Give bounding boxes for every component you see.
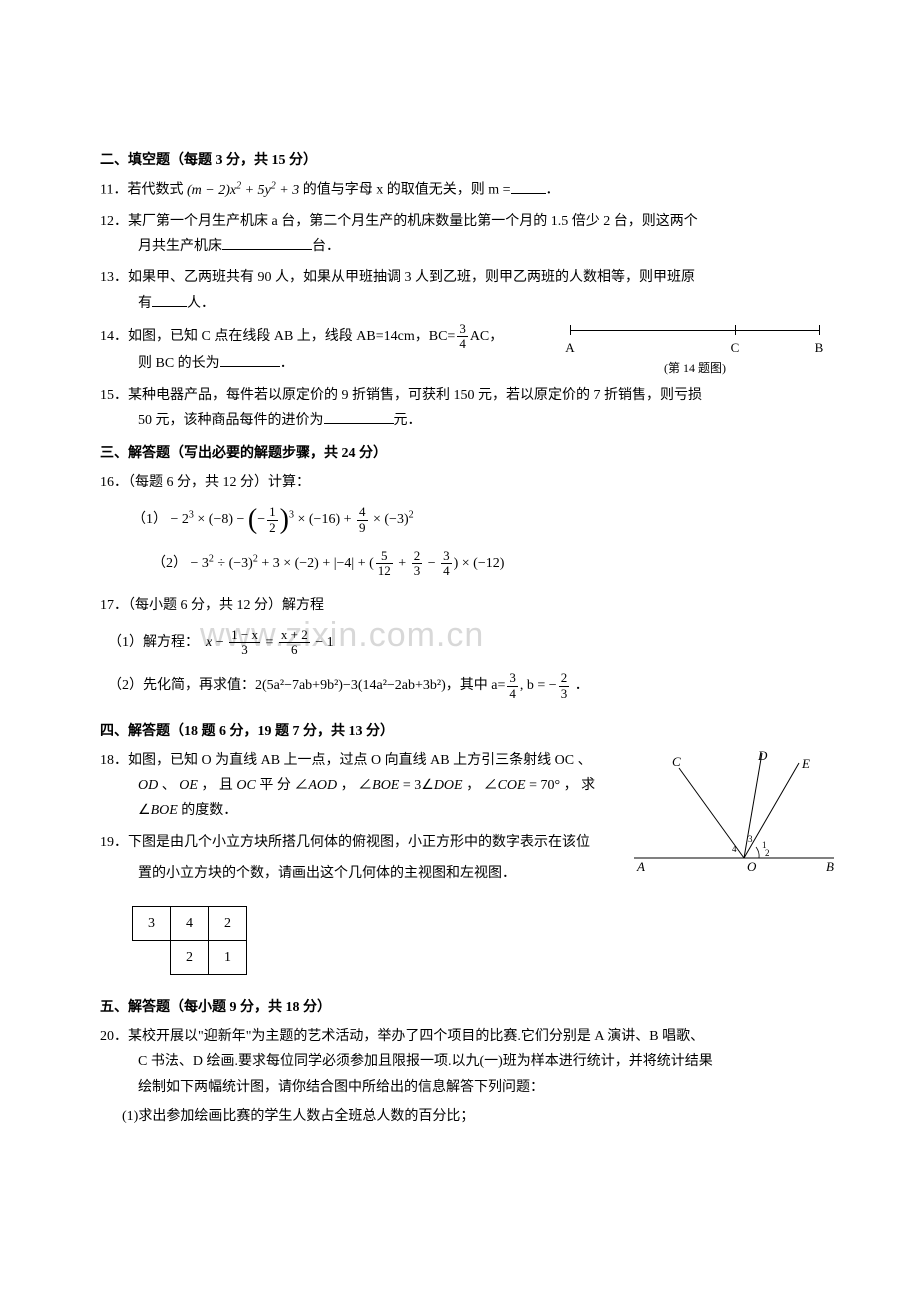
q14-line2a: 则 BC 的长为 xyxy=(138,356,220,371)
q18: 18．如图，已知 O 为直线 AB 上一点，过点 O 向直线 AB 上方引三条射… xyxy=(100,748,820,824)
q19-line1: 下图是由几个小立方块所搭几何体的俯视图，小正方形中的数字表示在该位 xyxy=(128,835,590,850)
q11-num: 11． xyxy=(100,183,127,198)
q19-num: 19． xyxy=(100,835,128,850)
q15-line2a: 50 元，该种商品每件的进价为 xyxy=(138,413,324,428)
q17-part1: （1）解方程： x − 1 − x3 = x + 26 − 1 xyxy=(100,628,820,658)
section3-title: 三、解答题（写出必要的解题步骤，共 24 分） xyxy=(100,441,820,466)
svg-text:D: D xyxy=(757,748,768,763)
q14-num: 14． xyxy=(100,329,128,344)
q19: 19．下图是由几个小立方块所搭几何体的俯视图，小正方形中的数字表示在该位 置的小… xyxy=(100,830,820,975)
table-cell: 2 xyxy=(209,907,247,941)
q20-num: 20． xyxy=(100,1029,128,1044)
q18-num: 18． xyxy=(100,753,128,768)
q16-num: 16． xyxy=(100,475,128,490)
q20-line1: 某校开展以"迎新年"为主题的艺术活动，举办了四个项目的比赛.它们分别是 A 演讲… xyxy=(128,1029,704,1044)
q12-line2: 月共生产机床 xyxy=(138,239,222,254)
q16-part2: （2） − 32 ÷ (−3)2 + 3 × (−2) + |−4| + (51… xyxy=(100,549,820,579)
q17-header: （每小题 6 分，共 12 分）解方程 xyxy=(128,598,324,613)
q17-num: 17． xyxy=(100,598,128,613)
q12-num: 12． xyxy=(100,214,128,229)
q20-sub1: (1)求出参加绘画比赛的学生人数占全班总人数的百分比； xyxy=(122,1109,474,1124)
q11-text-a: 若代数式 xyxy=(127,183,183,198)
section5-title: 五、解答题（每小题 9 分，共 18 分） xyxy=(100,995,820,1020)
q12-line2-tail: 台． xyxy=(312,239,340,254)
q20-line2: C 书法、D 绘画.要求每位同学必须参加且限报一项.以九(一)班为样本进行统计，… xyxy=(138,1054,713,1069)
q12: 12．某厂第一个月生产机床 a 台，第二个月生产的机床数量比第一个月的 1.5 … xyxy=(100,209,820,259)
table-cell-empty xyxy=(133,941,171,975)
section2-title: 二、填空题（每题 3 分，共 15 分） xyxy=(100,148,820,173)
q17: 17．（每小题 6 分，共 12 分）解方程 （1）解方程： x − 1 − x… xyxy=(100,593,820,701)
q15-line1: 某种电器产品，每件若以原定价的 9 折销售，可获利 150 元，若以原定价的 7… xyxy=(128,388,702,403)
q14-line1b: AC， xyxy=(470,329,503,344)
q13-line2a: 有 xyxy=(138,296,152,311)
q16-header: （每题 6 分，共 12 分）计算： xyxy=(128,475,310,490)
q17-part2: （2）先化简，再求值：2(5a²−7ab+9b²)−3(14a²−2ab+3b²… xyxy=(100,671,820,701)
table-cell: 1 xyxy=(209,941,247,975)
svg-text:E: E xyxy=(801,756,810,771)
page-content: 二、填空题（每题 3 分，共 15 分） 11．若代数式 (m − 2)x2 +… xyxy=(100,148,820,1129)
q14-frac: 34 xyxy=(457,322,468,352)
table-cell: 4 xyxy=(171,907,209,941)
svg-text:B: B xyxy=(826,859,834,874)
q11: 11．若代数式 (m − 2)x2 + 5y2 + 3 的值与字母 x 的取值无… xyxy=(100,177,820,203)
q15-line2b: 元． xyxy=(394,413,422,428)
q13-line1: 如果甲、乙两班共有 90 人，如果从甲班抽调 3 人到乙班，则甲乙两班的人数相等… xyxy=(128,270,695,285)
q14-caption: (第 14 题图) xyxy=(570,358,820,380)
q18-line3: ∠BOE 的度数． xyxy=(138,803,237,818)
q19-line2: 置的小立方块的个数，请画出这个几何体的主视图和左视图． xyxy=(138,866,516,881)
table-cell: 2 xyxy=(171,941,209,975)
q11-blank xyxy=(511,180,546,194)
q12-line1: 某厂第一个月生产机床 a 台，第二个月生产的机床数量比第一个月的 1.5 倍少 … xyxy=(128,214,698,229)
q14: 14．如图，已知 C 点在线段 AB 上，线段 AB=14cm，BC=34AC，… xyxy=(100,322,820,377)
q11-expr: (m − 2)x2 + 5y2 + 3 xyxy=(187,183,299,198)
q13: 13．如果甲、乙两班共有 90 人，如果从甲班抽调 3 人到乙班，则甲乙两班的人… xyxy=(100,265,820,315)
q11-tail: ． xyxy=(546,183,560,198)
q20: 20．某校开展以"迎新年"为主题的艺术活动，举办了四个项目的比赛.它们分别是 A… xyxy=(100,1024,820,1129)
q15-num: 15． xyxy=(100,388,128,403)
q18-line2a: OD 、 OE ， 且 OC 平 分 ∠AOD ， ∠BOE = 3∠DOE ，… xyxy=(138,778,595,793)
q12-blank xyxy=(222,236,312,250)
table-cell: 3 xyxy=(133,907,171,941)
q13-blank xyxy=(152,293,187,307)
q20-line3: 绘制如下两幅统计图，请你结合图中所给出的信息解答下列问题： xyxy=(138,1080,544,1095)
q13-line2b: 人． xyxy=(187,296,215,311)
svg-text:C: C xyxy=(672,754,681,769)
q15: 15．某种电器产品，每件若以原定价的 9 折销售，可获利 150 元，若以原定价… xyxy=(100,383,820,433)
q16-part1: （1） − 23 × (−8) − (−12)3 × (−16) + 49 × … xyxy=(100,505,820,535)
q19-table: 3 4 2 2 1 xyxy=(132,906,247,975)
q16: 16．（每题 6 分，共 12 分）计算： （1） − 23 × (−8) − … xyxy=(100,470,820,578)
q11-text-b: 的值与字母 x 的取值无关，则 m = xyxy=(303,183,511,198)
q14-line1a: 如图，已知 C 点在线段 AB 上，线段 AB=14cm，BC= xyxy=(128,329,455,344)
q14-line2b: ． xyxy=(280,356,294,371)
section4-title: 四、解答题（18 题 6 分，19 题 7 分，共 13 分） xyxy=(100,719,820,744)
q15-blank xyxy=(324,410,394,424)
q13-num: 13． xyxy=(100,270,128,285)
q14-diagram: A C B (第 14 题图) xyxy=(570,322,820,380)
q18-line1: 如图，已知 O 为直线 AB 上一点，过点 O 向直线 AB 上方引三条射线 O… xyxy=(128,753,592,768)
q14-blank xyxy=(220,353,280,367)
